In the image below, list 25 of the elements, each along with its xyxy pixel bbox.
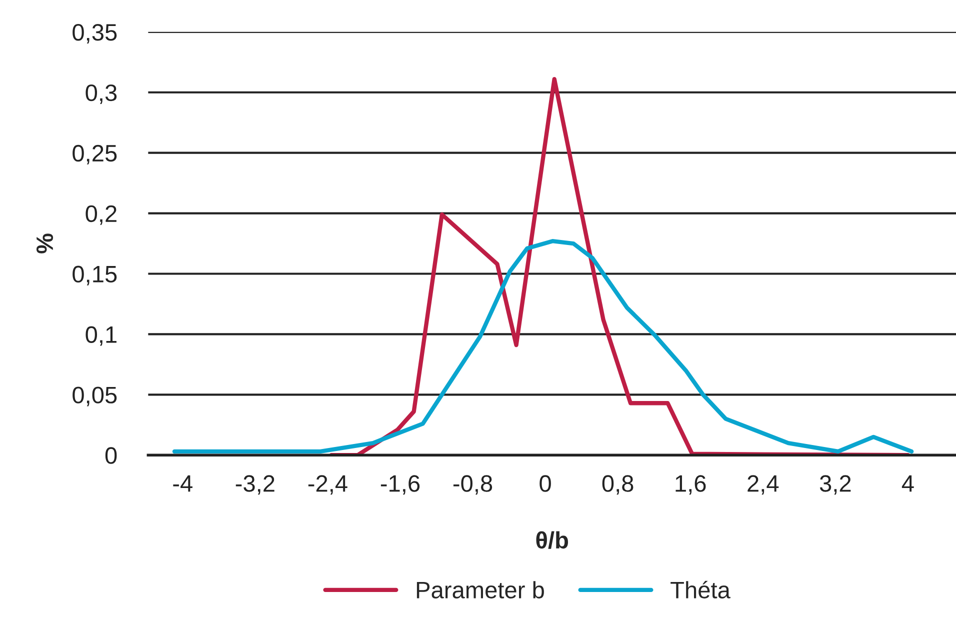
line-series xyxy=(329,76,910,456)
x-axis-title: θ/b xyxy=(536,531,568,549)
y-tick-label: 0,25 xyxy=(72,144,117,164)
x-tick-label: 3,2 xyxy=(820,475,851,495)
x-tick-label: 0,8 xyxy=(602,475,634,495)
y-tick-label: 0 xyxy=(105,447,117,464)
x-tick-label: -4 xyxy=(173,475,192,492)
line-series xyxy=(172,239,914,454)
y-tick-label: 0,15 xyxy=(72,266,117,286)
x-tick-label: -2,4 xyxy=(308,475,348,495)
x-tick-label: -3,2 xyxy=(236,475,274,495)
x-tick-label: 2,4 xyxy=(748,475,779,495)
y-tick-label: 0,35 xyxy=(72,24,117,44)
y-axis-title: % xyxy=(36,234,54,254)
y-tick-label: 0,05 xyxy=(72,386,117,406)
x-tick-label: 0 xyxy=(540,475,551,492)
x-tick-label: 1,6 xyxy=(676,475,706,495)
legend-label: Théta xyxy=(670,580,730,598)
x-tick-label: 4 xyxy=(902,475,914,492)
x-tick-label: -0,8 xyxy=(453,475,492,495)
x-tick-label: -1,6 xyxy=(380,475,420,495)
y-tick-label: 0,1 xyxy=(86,326,116,346)
y-tick-label: 0,3 xyxy=(86,84,117,104)
legend-label: Parameter b xyxy=(416,581,544,598)
y-tick-label: 0,2 xyxy=(86,205,116,225)
